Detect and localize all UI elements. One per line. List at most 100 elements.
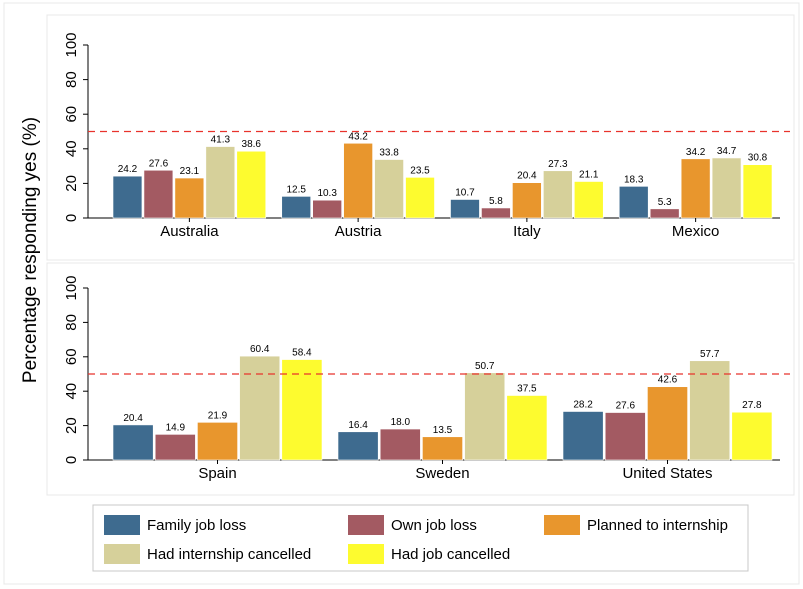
bar (649, 208, 680, 219)
bar (450, 199, 480, 219)
bar-value-label: 27.6 (149, 158, 169, 169)
bar (512, 182, 542, 219)
bar-value-label: 27.3 (548, 159, 568, 170)
category-label: Sweden (415, 465, 469, 482)
bar-value-label: 43.2 (348, 131, 368, 142)
bar (312, 199, 342, 219)
legend-label: Own job loss (391, 517, 477, 534)
y-tick-label: 20 (63, 417, 80, 434)
bar-value-label: 27.6 (616, 401, 636, 412)
bar (742, 164, 773, 219)
bar-value-label: 20.4 (123, 413, 143, 424)
bar (379, 428, 421, 461)
y-axis-title: Percentage responding yes (%) (20, 117, 41, 383)
category-group-italy: 10.7 5.8 20.4 27.3 21.1 Italy (450, 159, 604, 240)
legend-swatch (104, 544, 140, 564)
legend-label: Family job loss (147, 517, 246, 534)
bar (236, 150, 267, 219)
category-label: Austria (335, 223, 382, 240)
bar-value-label: 5.8 (489, 196, 503, 207)
bar (174, 177, 205, 219)
bar-value-label: 21.1 (579, 169, 599, 180)
legend-swatch (348, 544, 384, 564)
bar-value-label: 23.1 (180, 166, 200, 177)
bar-value-label: 18.3 (624, 174, 644, 185)
bar-value-label: 10.3 (317, 188, 337, 199)
legend-label: Planned to internship (587, 517, 728, 534)
legend-swatch (348, 515, 384, 535)
y-tick-label: 80 (63, 314, 80, 331)
y-tick-label: 100 (63, 32, 80, 57)
bar (281, 196, 312, 219)
bar-value-label: 42.6 (658, 375, 678, 386)
bar (143, 169, 174, 219)
bar (337, 431, 379, 461)
bar-value-label: 37.5 (517, 384, 537, 395)
bar (573, 181, 604, 219)
bar-value-label: 34.2 (686, 147, 706, 158)
bar (562, 411, 604, 461)
legend-label: Had job cancelled (391, 546, 510, 563)
y-tick-label: 60 (63, 348, 80, 365)
y-tick-label: 0 (63, 214, 80, 222)
bar-value-label: 16.4 (348, 420, 368, 431)
bar (689, 360, 731, 461)
bar-value-label: 21.9 (208, 410, 228, 421)
bar (604, 412, 646, 461)
category-group-austria: 12.5 10.3 43.2 33.8 23.5 Austria (281, 131, 435, 240)
bar (154, 434, 196, 461)
bar (239, 355, 281, 461)
bar (618, 186, 649, 219)
y-tick-label: 100 (63, 275, 80, 300)
bar-value-label: 34.7 (717, 146, 737, 157)
bar (711, 157, 742, 219)
bar-value-label: 57.7 (700, 349, 720, 360)
bar (464, 372, 506, 461)
bar-value-label: 58.4 (292, 348, 312, 359)
bar (112, 424, 154, 461)
bar (543, 170, 573, 219)
y-tick-label: 80 (63, 71, 80, 88)
category-group-spain: 20.4 14.9 21.9 60.4 58.4 Spain (112, 344, 323, 482)
category-group-united-states: 28.2 27.6 42.6 57.7 27.8 United States (562, 349, 773, 482)
category-label: Mexico (672, 223, 720, 240)
bar (405, 177, 435, 219)
bar (197, 422, 238, 461)
legend: Family job loss Own job loss Planned to in… (92, 504, 749, 572)
bar-value-label: 14.9 (166, 422, 186, 433)
bar (422, 436, 463, 461)
bar (680, 158, 711, 219)
category-label: Italy (513, 223, 541, 240)
category-group-sweden: 16.4 18.0 13.5 50.7 37.5 Sweden (337, 361, 548, 482)
bar-value-label: 10.7 (455, 187, 475, 198)
bar-value-label: 5.3 (658, 197, 672, 208)
bar (374, 159, 404, 219)
y-tick-label: 0 (63, 456, 80, 464)
bar-value-label: 28.2 (573, 399, 593, 410)
chart-panels: 0 20 40 60 80 100 24.2 27.6 23.1 41.3 38.6 Australi… (63, 32, 790, 482)
bar-value-label: 30.8 (748, 153, 768, 164)
category-label: United States (622, 465, 712, 482)
bar-value-label: 20.4 (517, 171, 537, 182)
bar-value-label: 18.0 (391, 417, 411, 428)
bar (112, 175, 143, 219)
chart-outer-frame (3, 2, 800, 585)
bar-value-label: 23.5 (410, 165, 430, 176)
y-tick-label: 20 (63, 175, 80, 192)
bar-value-label: 12.5 (286, 184, 306, 195)
legend-swatch (104, 515, 140, 535)
y-tick-label: 40 (63, 383, 80, 400)
bar (281, 359, 323, 461)
legend-swatch (544, 515, 580, 535)
y-tick-label: 40 (63, 140, 80, 157)
bar-value-label: 13.5 (433, 425, 453, 436)
bar-value-label: 27.8 (742, 400, 762, 411)
bar (647, 386, 688, 461)
bar-value-label: 50.7 (475, 361, 495, 372)
bar (205, 146, 236, 219)
legend-box (92, 504, 749, 572)
panel-frame-top (46, 14, 795, 261)
category-group-mexico: 18.3 5.3 34.2 34.7 30.8 Mexico (618, 146, 773, 240)
panel-frame-bottom (46, 262, 795, 496)
